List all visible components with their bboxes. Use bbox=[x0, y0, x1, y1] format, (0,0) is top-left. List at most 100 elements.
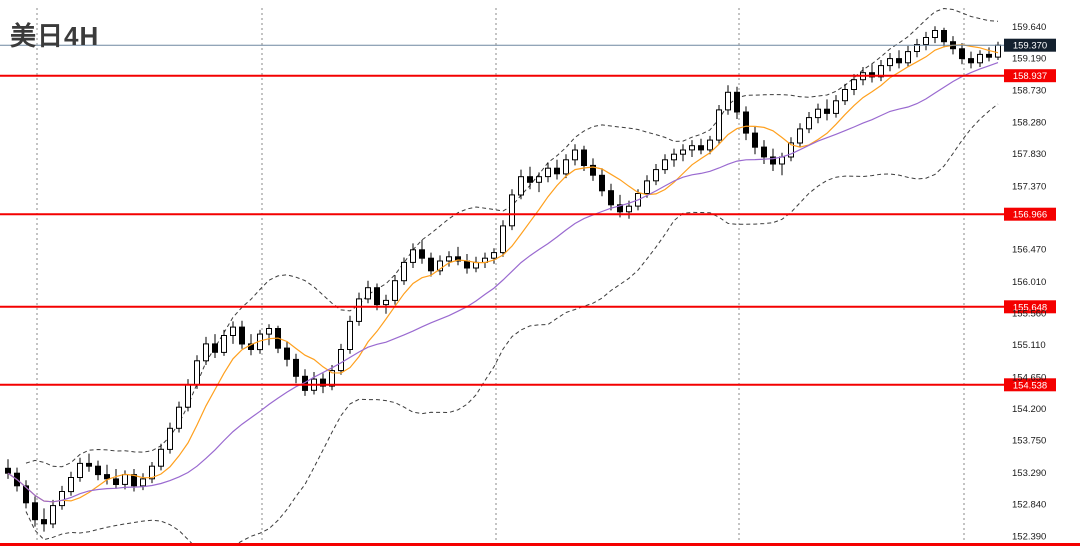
candle-up bbox=[203, 343, 209, 362]
price-tick-label: 152.390 bbox=[1012, 531, 1046, 542]
candle-down bbox=[131, 474, 137, 487]
candle-up bbox=[446, 256, 452, 262]
candle-up bbox=[572, 149, 578, 161]
price-tick-label: 155.110 bbox=[1012, 340, 1046, 351]
candle-up bbox=[356, 298, 362, 322]
candle-down bbox=[212, 343, 218, 353]
candle-down bbox=[113, 478, 119, 485]
candle-up bbox=[383, 299, 389, 306]
candle-up bbox=[806, 117, 812, 130]
candle-up bbox=[851, 79, 857, 90]
candle-up bbox=[887, 58, 893, 67]
price-tick-label: 158.730 bbox=[1012, 86, 1046, 97]
candle-up bbox=[59, 491, 65, 507]
candle-down bbox=[752, 132, 758, 148]
bollinger-lower-band bbox=[25, 103, 999, 546]
candle-up bbox=[500, 225, 506, 254]
candle-up bbox=[815, 108, 821, 119]
candle-up bbox=[365, 287, 371, 300]
candle-up bbox=[140, 478, 146, 487]
candle-down bbox=[32, 502, 38, 521]
candle-up bbox=[662, 159, 668, 171]
candle-up bbox=[671, 153, 677, 161]
candle-down bbox=[698, 145, 704, 151]
candle-up bbox=[437, 260, 443, 272]
candle-up bbox=[122, 474, 128, 485]
candle-down bbox=[374, 287, 380, 306]
candle-up bbox=[50, 505, 56, 525]
level-price-tag bbox=[1004, 378, 1056, 392]
candlesticks bbox=[5, 26, 1001, 532]
candle-down bbox=[824, 108, 830, 114]
bollinger-upper-band bbox=[25, 7, 999, 468]
candle-down bbox=[41, 519, 47, 525]
candle-up bbox=[914, 44, 920, 52]
candle-up bbox=[491, 252, 497, 259]
candle-up bbox=[167, 427, 173, 450]
candle-down bbox=[761, 146, 767, 158]
candle-up bbox=[680, 149, 686, 155]
price-tick-label: 152.840 bbox=[1012, 500, 1046, 511]
candle-up bbox=[725, 91, 731, 111]
price-tick-label: 159.190 bbox=[1012, 53, 1046, 64]
candle-up bbox=[797, 128, 803, 144]
candle-down bbox=[86, 462, 92, 467]
candle-down bbox=[95, 465, 101, 476]
candle-up bbox=[221, 335, 227, 353]
price-tick-label: 159.640 bbox=[1012, 22, 1046, 33]
candle-up bbox=[716, 109, 722, 141]
candle-down bbox=[734, 91, 740, 113]
price-tick-label: 155.560 bbox=[1012, 309, 1046, 320]
candle-up bbox=[653, 169, 659, 182]
candle-up bbox=[77, 462, 83, 478]
candle-down bbox=[428, 257, 434, 272]
price-tick-label: 156.010 bbox=[1012, 277, 1046, 288]
level-price-tag bbox=[1004, 300, 1056, 314]
candle-down bbox=[284, 347, 290, 360]
price-tick-label: 153.750 bbox=[1012, 436, 1046, 447]
candle-up bbox=[842, 89, 848, 102]
candle-down bbox=[23, 485, 29, 504]
candle-down bbox=[554, 167, 560, 175]
candle-down bbox=[986, 53, 992, 58]
candle-up bbox=[185, 384, 191, 408]
candle-up bbox=[689, 145, 695, 151]
candle-up bbox=[878, 65, 884, 78]
candle-up bbox=[923, 37, 929, 45]
price-tick-label: 154.650 bbox=[1012, 373, 1046, 384]
candle-down bbox=[5, 467, 11, 474]
level-price-tag bbox=[1004, 207, 1056, 221]
candle-down bbox=[419, 249, 425, 259]
candle-up bbox=[833, 100, 839, 114]
price-axis[interactable]: 159.640 159.190 158.730 158.280 157.830 157.3… bbox=[1012, 22, 1046, 543]
grid-separators bbox=[36, 8, 965, 540]
candle-down bbox=[455, 256, 461, 262]
ma-fast-line bbox=[7, 44, 999, 503]
price-tick-label: 157.370 bbox=[1012, 181, 1046, 192]
candle-down bbox=[599, 174, 605, 192]
candle-up bbox=[176, 406, 182, 429]
candle-up bbox=[545, 167, 551, 178]
candle-up bbox=[779, 156, 785, 165]
bottom-red-border bbox=[0, 543, 1080, 546]
candle-up bbox=[266, 328, 272, 335]
candle-down bbox=[527, 176, 533, 183]
candle-down bbox=[581, 149, 587, 166]
candle-down bbox=[959, 48, 965, 60]
level-price-label: 156.966 bbox=[1013, 210, 1047, 221]
candle-down bbox=[896, 58, 902, 64]
price-tick-label: 158.280 bbox=[1012, 117, 1046, 128]
candle-up bbox=[473, 261, 479, 269]
candle-up bbox=[563, 159, 569, 175]
candle-up bbox=[644, 180, 650, 194]
current-price-tag bbox=[1004, 38, 1056, 52]
horizontal-levels[interactable]: 158.937 156.966 155.648 154.538 159.370 bbox=[0, 38, 1056, 392]
candle-down bbox=[104, 474, 110, 480]
candle-up bbox=[338, 349, 344, 372]
candle-up bbox=[149, 465, 155, 480]
price-tick-label: 154.200 bbox=[1012, 404, 1046, 415]
candle-up bbox=[995, 44, 1001, 58]
candle-up bbox=[626, 205, 632, 213]
